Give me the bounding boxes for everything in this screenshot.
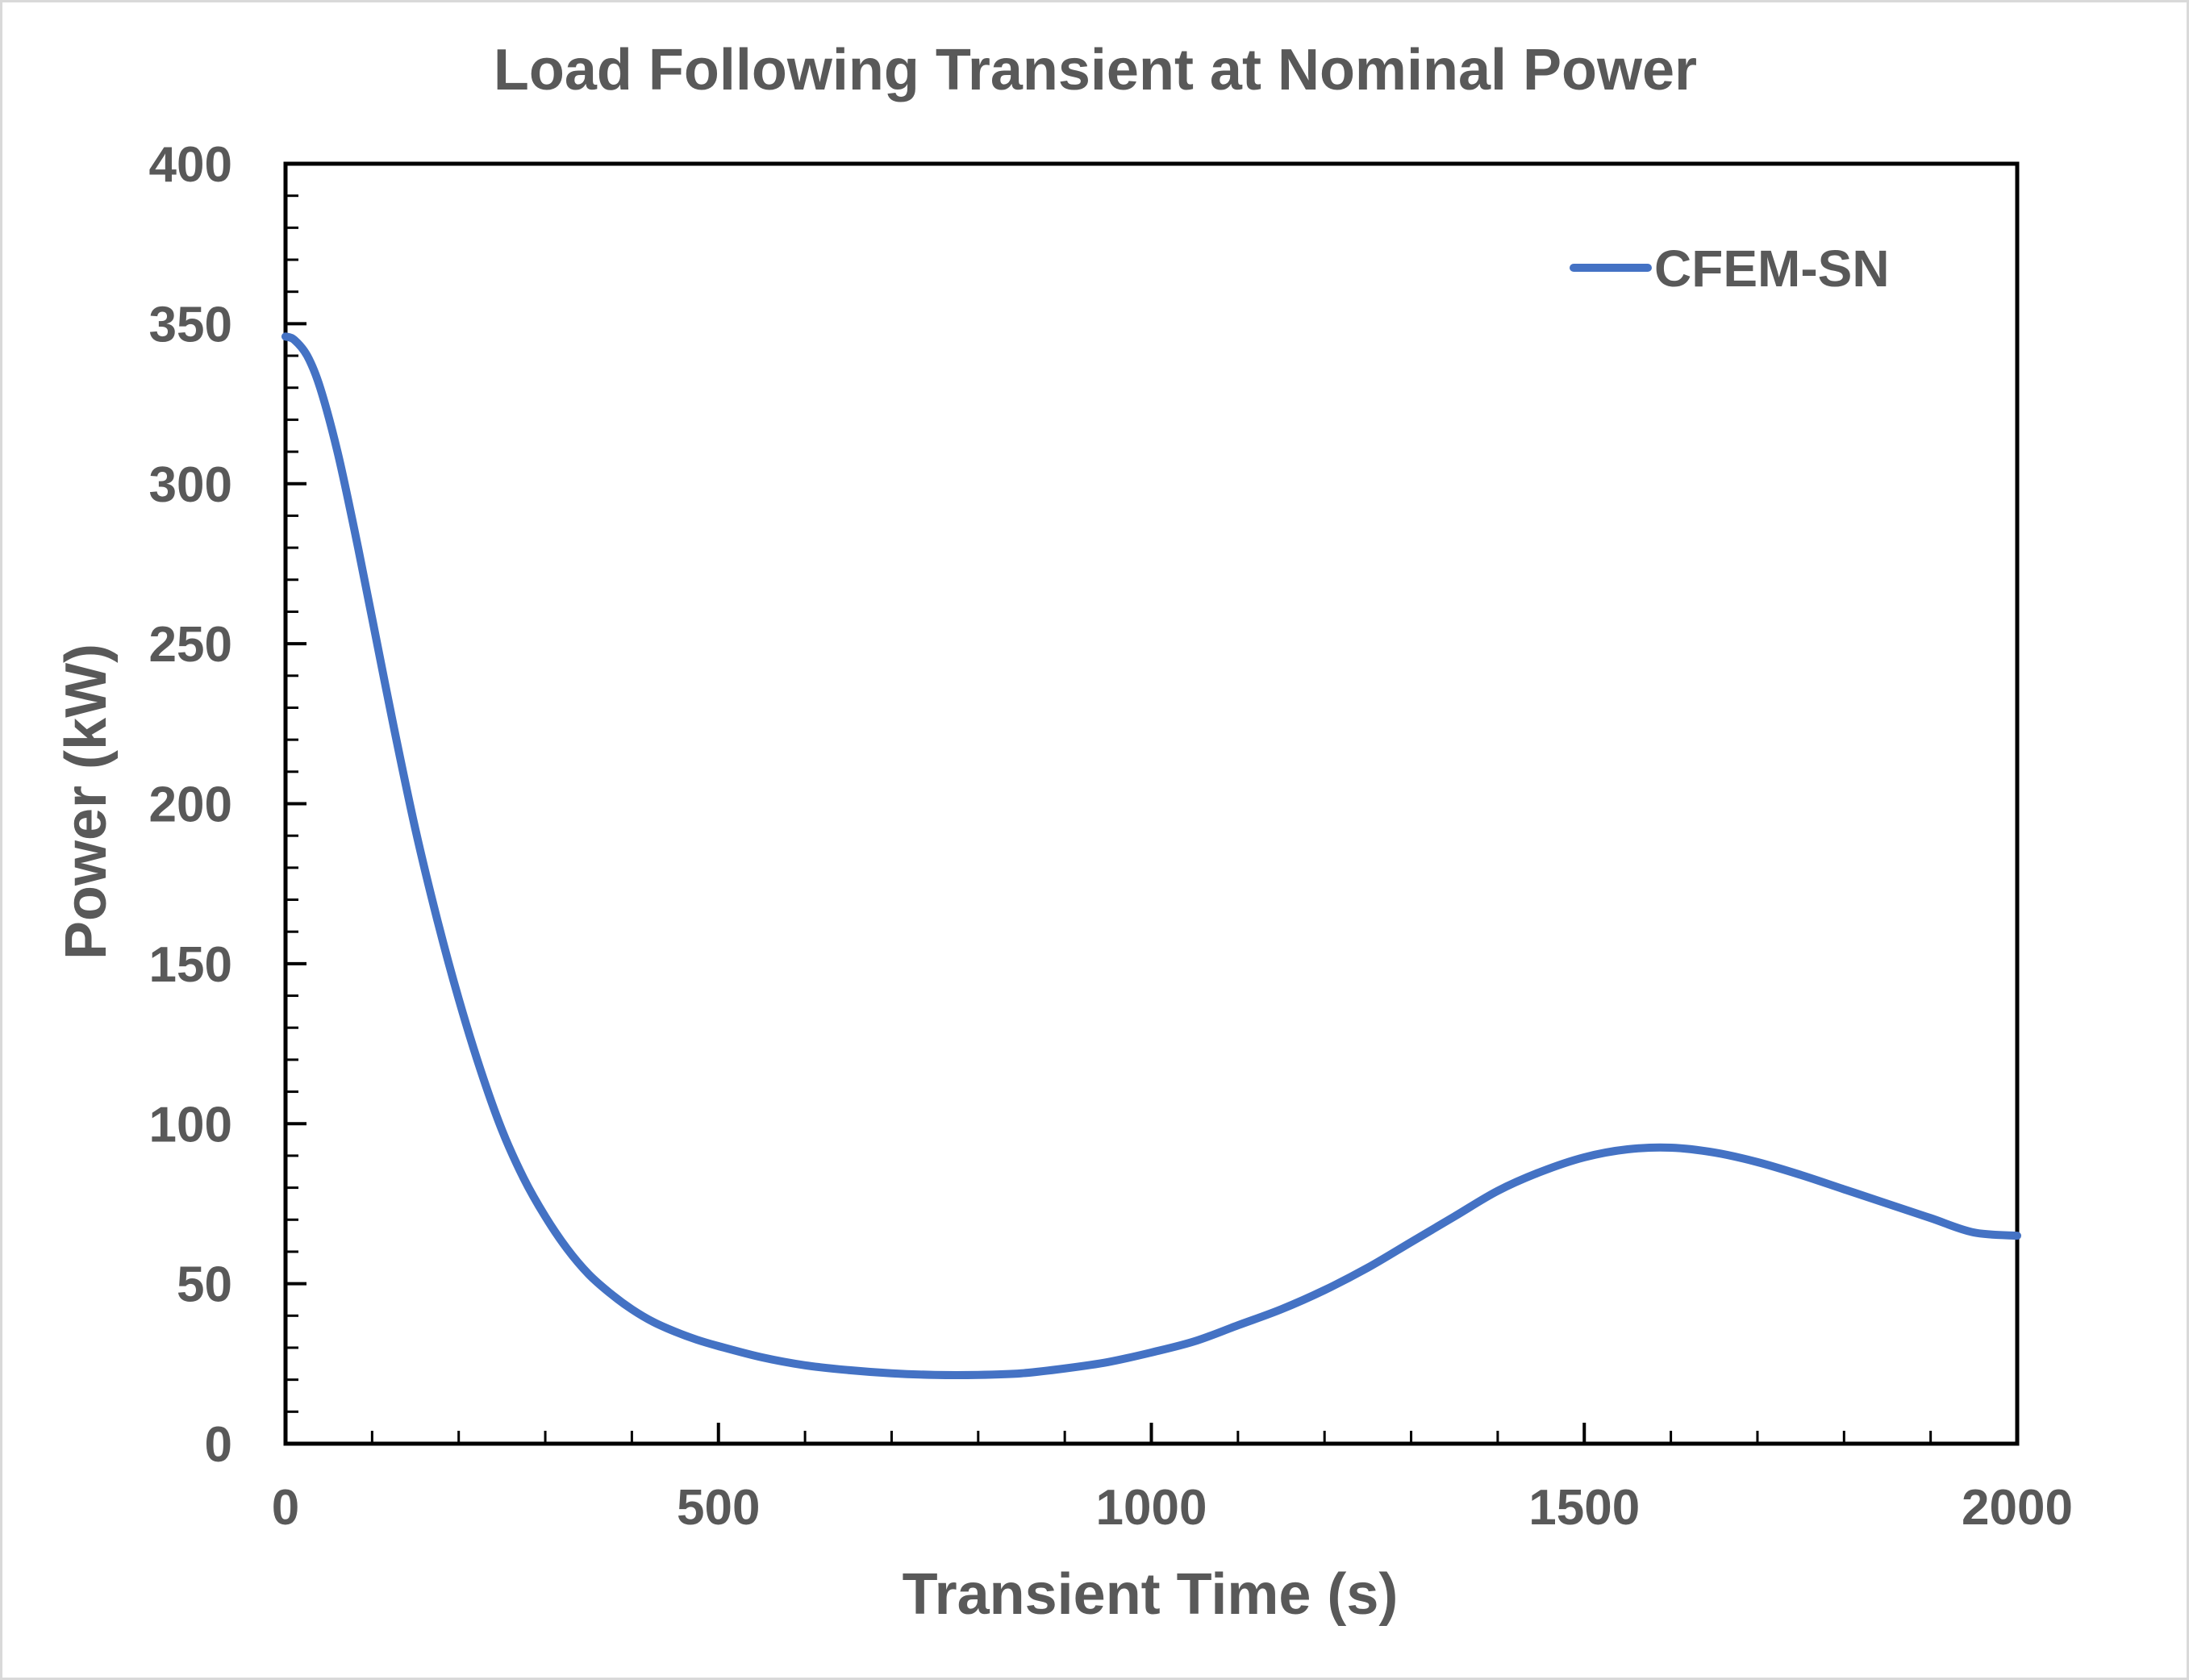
x-axis-ticks (284, 1423, 2019, 1444)
x-axis-tick-labels: 0 500 1000 1500 2000 (272, 1480, 2073, 1536)
x-tick-label: 2000 (1962, 1480, 2073, 1536)
y-axis-tick-labels: 0 50 100 150 200 250 300 350 400 (149, 137, 232, 1473)
x-tick-label: 1000 (1096, 1480, 1207, 1536)
x-axis-title: Transient Time (s) (903, 1562, 1399, 1627)
y-tick-label: 0 (205, 1417, 232, 1473)
y-tick-label: 250 (149, 617, 232, 673)
y-tick-label: 350 (149, 297, 232, 352)
series-line-cfem-sn (281, 332, 2021, 1379)
legend-label-cfem-sn: CFEM-SN (1654, 240, 1890, 298)
plot-area (281, 161, 2021, 1446)
y-tick-label: 50 (177, 1257, 232, 1313)
x-tick-label: 1500 (1528, 1480, 1640, 1536)
x-tick-label: 500 (677, 1480, 760, 1536)
y-tick-label: 100 (149, 1097, 232, 1153)
y-tick-label: 300 (149, 457, 232, 513)
x-tick-label: 0 (272, 1480, 299, 1536)
y-tick-label: 400 (149, 137, 232, 193)
y-tick-label: 200 (149, 777, 232, 833)
y-axis-title: Power (kW) (54, 644, 119, 960)
plot-frame (283, 161, 2020, 1446)
y-axis-ticks (286, 162, 306, 1445)
legend: CFEM-SN (1570, 240, 1890, 298)
chart-title: Load Following Transient at Nominal Powe… (494, 38, 1697, 102)
series-layer (281, 332, 2021, 1379)
y-tick-label: 150 (149, 937, 232, 993)
